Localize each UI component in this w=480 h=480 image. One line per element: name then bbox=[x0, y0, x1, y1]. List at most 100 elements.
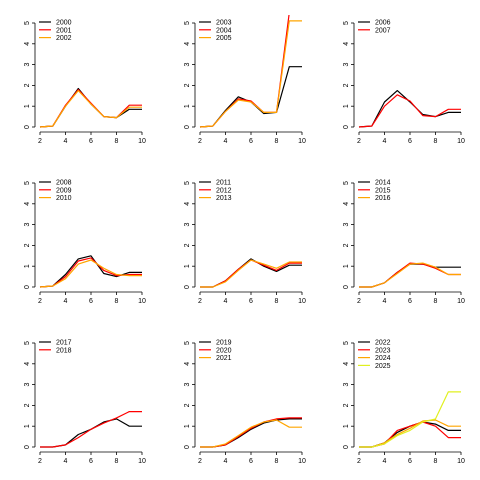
x-tick-label: 8 bbox=[434, 458, 438, 465]
x-tick-label: 4 bbox=[224, 138, 228, 145]
y-tick-label: 0 bbox=[184, 285, 191, 289]
y-tick-label: 0 bbox=[24, 285, 31, 289]
series-group bbox=[358, 89, 461, 128]
legend-label: 2019 bbox=[216, 340, 232, 347]
series-group bbox=[39, 87, 142, 128]
y-tick-label: 1 bbox=[184, 424, 191, 428]
x-tick-label: 8 bbox=[115, 458, 119, 465]
legend-label: 2000 bbox=[56, 20, 72, 27]
y-tick-label: 0 bbox=[343, 125, 350, 129]
y-tick-label: 4 bbox=[343, 202, 350, 206]
series-group bbox=[359, 262, 461, 288]
legend-label: 2013 bbox=[216, 195, 232, 202]
series-line-2024 bbox=[359, 419, 461, 448]
legend-label: 2015 bbox=[375, 187, 391, 194]
x-tick-label: 4 bbox=[64, 138, 68, 145]
x-tick-label: 4 bbox=[64, 298, 68, 305]
x-tick-label: 8 bbox=[115, 298, 119, 305]
x-tick-label: 2 bbox=[357, 138, 361, 145]
legend-label: 2002 bbox=[56, 35, 72, 42]
series-line-2013 bbox=[200, 259, 302, 288]
series-line-2005 bbox=[199, 20, 302, 128]
series-line-2002 bbox=[39, 89, 142, 128]
y-tick-label: 0 bbox=[24, 125, 31, 129]
x-tick-label: 8 bbox=[275, 298, 279, 305]
y-tick-label: 5 bbox=[184, 181, 191, 185]
x-tick-label: 4 bbox=[383, 138, 387, 145]
y-tick-label: 1 bbox=[343, 104, 350, 108]
y-tick-label: 1 bbox=[24, 424, 31, 428]
x-tick-label: 8 bbox=[275, 138, 279, 145]
y-tick-label: 5 bbox=[24, 21, 31, 25]
legend-label: 2022 bbox=[375, 340, 391, 347]
y-tick-label: 3 bbox=[343, 383, 350, 387]
y-tick-label: 0 bbox=[343, 445, 350, 449]
legend-label: 2003 bbox=[216, 20, 232, 27]
x-tick-label: 2 bbox=[38, 298, 42, 305]
y-tick-label: 3 bbox=[184, 383, 191, 387]
x-tick-label: 2 bbox=[357, 298, 361, 305]
y-tick-label: 5 bbox=[24, 181, 31, 185]
y-tick-label: 3 bbox=[184, 63, 191, 67]
x-tick-label: 4 bbox=[224, 298, 228, 305]
legend-label: 2007 bbox=[375, 27, 391, 34]
series-line-2023 bbox=[359, 421, 461, 448]
legend-label: 2008 bbox=[56, 180, 72, 187]
y-tick-label: 1 bbox=[184, 104, 191, 108]
y-tick-label: 5 bbox=[343, 21, 350, 25]
y-tick-label: 4 bbox=[24, 202, 31, 206]
y-tick-label: 2 bbox=[24, 243, 31, 247]
series-group bbox=[200, 258, 302, 288]
legend-label: 2004 bbox=[216, 27, 232, 34]
legend-label: 2011 bbox=[216, 180, 231, 187]
series-line-2010 bbox=[39, 259, 142, 288]
y-tick-label: 1 bbox=[343, 424, 350, 428]
series-group bbox=[200, 417, 302, 448]
y-tick-label: 0 bbox=[184, 125, 191, 129]
y-tick-label: 2 bbox=[184, 243, 191, 247]
series-line-2018 bbox=[40, 411, 142, 448]
x-tick-label: 6 bbox=[249, 458, 253, 465]
x-tick-label: 6 bbox=[89, 298, 93, 305]
legend-label: 2012 bbox=[216, 187, 232, 194]
y-tick-label: 4 bbox=[343, 362, 350, 366]
y-tick-label: 2 bbox=[184, 83, 191, 87]
series-line-2021 bbox=[200, 419, 302, 448]
y-tick-label: 3 bbox=[24, 383, 31, 387]
x-tick-label: 6 bbox=[249, 138, 253, 145]
x-tick-label: 6 bbox=[408, 458, 412, 465]
x-tick-label: 4 bbox=[224, 458, 228, 465]
x-tick-label: 10 bbox=[138, 298, 146, 305]
legend-label: 2024 bbox=[375, 355, 391, 362]
x-tick-label: 10 bbox=[138, 458, 146, 465]
y-tick-label: 0 bbox=[184, 445, 191, 449]
series-line-2009 bbox=[39, 257, 142, 288]
x-tick-label: 4 bbox=[383, 298, 387, 305]
legend-label: 2018 bbox=[56, 347, 72, 354]
x-tick-label: 2 bbox=[198, 138, 202, 145]
x-tick-label: 2 bbox=[38, 138, 42, 145]
x-tick-label: 4 bbox=[64, 458, 68, 465]
x-tick-label: 10 bbox=[298, 458, 306, 465]
x-tick-label: 4 bbox=[383, 458, 387, 465]
y-tick-label: 1 bbox=[24, 104, 31, 108]
series-group bbox=[359, 391, 461, 448]
y-tick-label: 4 bbox=[184, 202, 191, 206]
legend-label: 2016 bbox=[375, 195, 391, 202]
y-tick-label: 3 bbox=[24, 63, 31, 67]
x-tick-label: 10 bbox=[457, 458, 465, 465]
x-tick-label: 2 bbox=[198, 298, 202, 305]
legend-label: 2020 bbox=[216, 347, 232, 354]
y-tick-label: 2 bbox=[343, 403, 350, 407]
y-tick-label: 1 bbox=[343, 264, 350, 268]
series-group bbox=[39, 255, 142, 288]
series-group bbox=[199, 15, 302, 128]
y-tick-label: 4 bbox=[343, 42, 350, 46]
